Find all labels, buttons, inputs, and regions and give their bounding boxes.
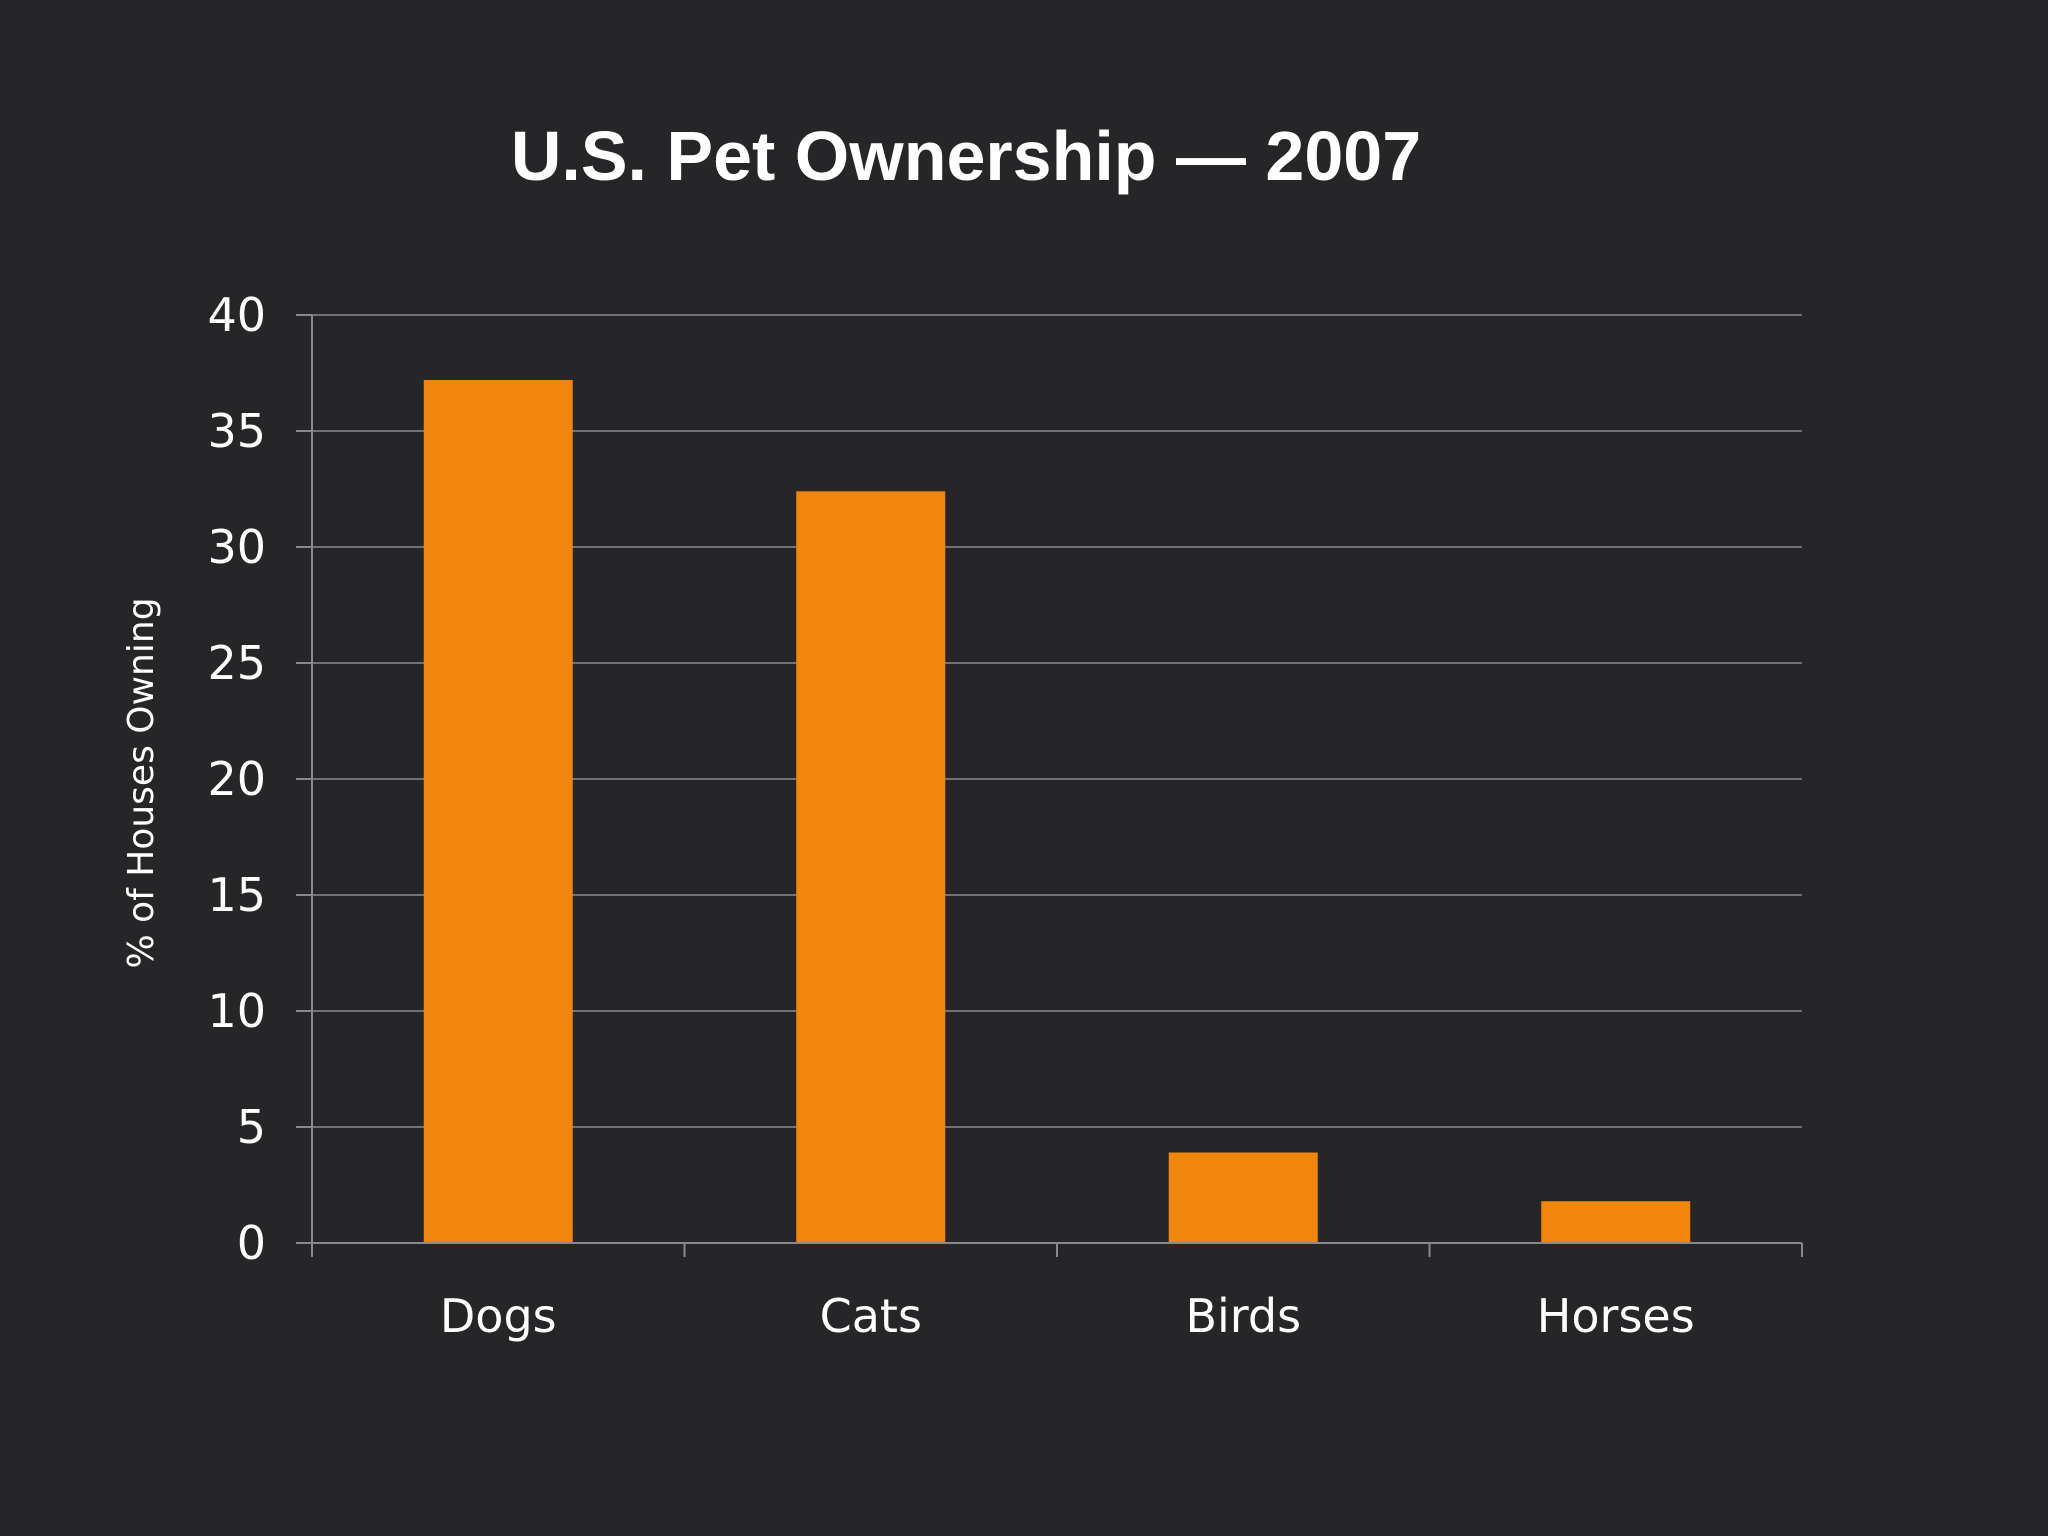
y-tick-label-8: 40 [207,288,266,342]
y-tick-label-3: 15 [207,868,266,922]
x-category-labels: Dogs Cats Birds Horses [440,1289,1695,1343]
axes [296,314,1803,1257]
y-tick-label-1: 5 [237,1100,266,1154]
bar-birds [1168,1152,1318,1243]
bar-dogs [423,379,573,1244]
y-tick-label-5: 25 [207,636,266,690]
y-tick-label-7: 35 [207,404,266,458]
y-tick-label-0: 0 [237,1216,266,1270]
bar-horses [1541,1201,1691,1243]
y-tick-label-6: 30 [207,520,266,574]
bar-cats [796,491,946,1243]
x-category-label-dogs: Dogs [440,1289,557,1343]
x-category-label-cats: Cats [820,1289,922,1343]
chart-title: U.S. Pet Ownership — 2007 [511,117,1421,195]
y-tick-label-2: 10 [207,984,266,1038]
y-axis-label: % of Houses Owning [121,597,162,968]
y-tick-label-4: 20 [207,752,266,806]
y-tick-labels: 0 5 10 15 20 25 30 35 40 [207,288,266,1270]
x-category-label-horses: Horses [1537,1289,1695,1343]
bars [423,379,1691,1244]
x-category-label-birds: Birds [1185,1289,1301,1343]
